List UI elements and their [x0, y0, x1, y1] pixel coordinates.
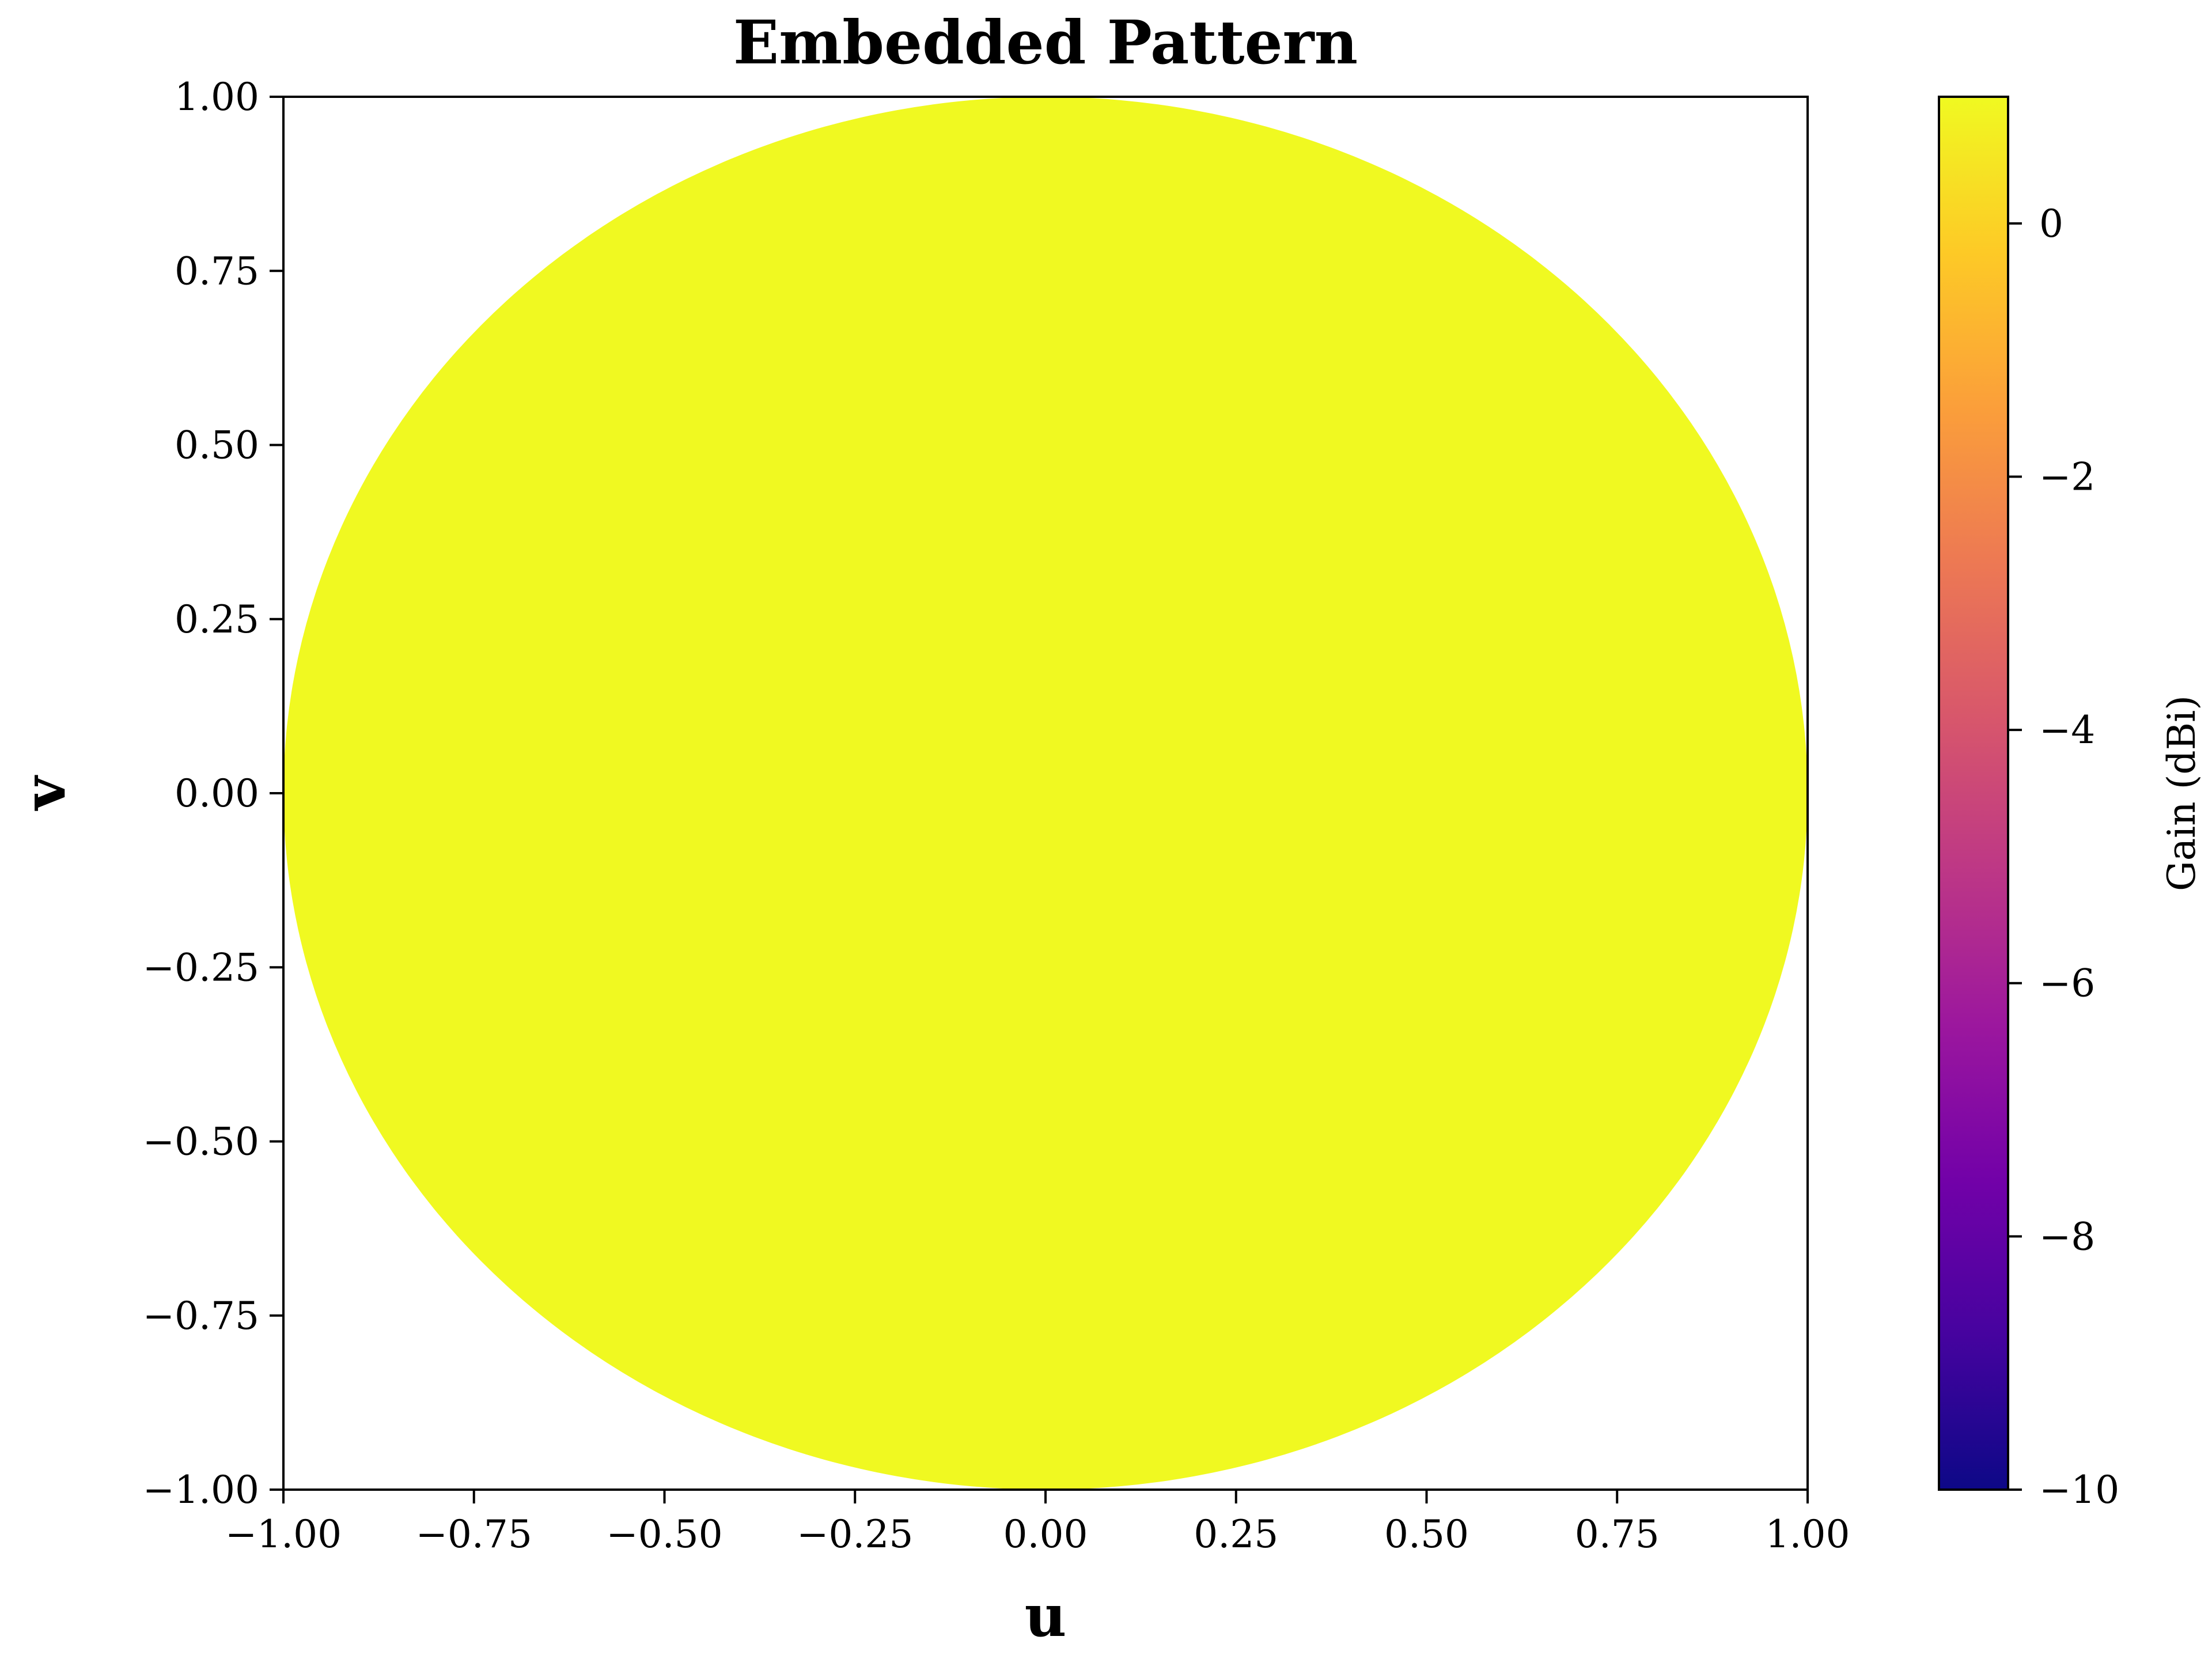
colorbar-ticks: 0 −2 −4 −6 −8 −10 [2008, 202, 2119, 1512]
y-tick-label: −0.75 [143, 1294, 259, 1338]
x-axis-label: u [1025, 1582, 1067, 1650]
colorbar-tick-label: −6 [2039, 961, 2095, 1006]
colorbar-tick-label: −2 [2039, 454, 2095, 499]
y-tick-label: 1.00 [175, 75, 259, 119]
x-axis: −1.00 −0.75 −0.50 −0.25 0.00 0.25 0.50 0.75 1.00 [225, 1490, 1850, 1556]
x-tick-label: 0.00 [1003, 1512, 1088, 1556]
chart-title: Embedded Pattern [733, 7, 1358, 78]
colorbar-tick-label: −4 [2039, 708, 2095, 752]
y-axis: −1.00 −0.75 −0.50 −0.25 0.00 0.25 0.50 0.75 1.00 [143, 75, 283, 1512]
pattern-region [283, 97, 1808, 1490]
y-axis-label: v [10, 775, 78, 811]
colorbar-tick-label: −10 [2039, 1468, 2119, 1512]
y-tick-label: 0.75 [175, 249, 259, 293]
colorbar: 0 −2 −4 −6 −8 −10 Gain (dBi) [1938, 96, 2204, 1512]
x-tick-label: −1.00 [225, 1512, 342, 1556]
y-tick-label: −1.00 [143, 1468, 259, 1512]
colorbar-tick-label: −8 [2039, 1214, 2095, 1259]
x-tick-label: 0.75 [1575, 1512, 1660, 1556]
y-tick-label: 0.00 [175, 771, 259, 816]
colorbar-tick-label: 0 [2039, 202, 2063, 246]
x-tick-label: −0.75 [416, 1512, 532, 1556]
x-tick-label: 1.00 [1766, 1512, 1850, 1556]
colorbar-label: Gain (dBi) [2160, 695, 2204, 891]
plot-area [283, 97, 1808, 1490]
y-tick-label: −0.25 [143, 945, 259, 990]
x-tick-label: 0.25 [1194, 1512, 1278, 1556]
y-tick-label: −0.50 [143, 1120, 259, 1164]
colorbar-gradient [1939, 97, 2008, 1490]
x-tick-label: −0.25 [797, 1512, 913, 1556]
x-tick-label: −0.50 [606, 1512, 722, 1556]
colorbar-frame [1938, 96, 2009, 1491]
x-tick-label: 0.50 [1384, 1512, 1469, 1556]
y-tick-label: 0.50 [175, 423, 259, 468]
y-tick-label: 0.25 [175, 597, 259, 642]
